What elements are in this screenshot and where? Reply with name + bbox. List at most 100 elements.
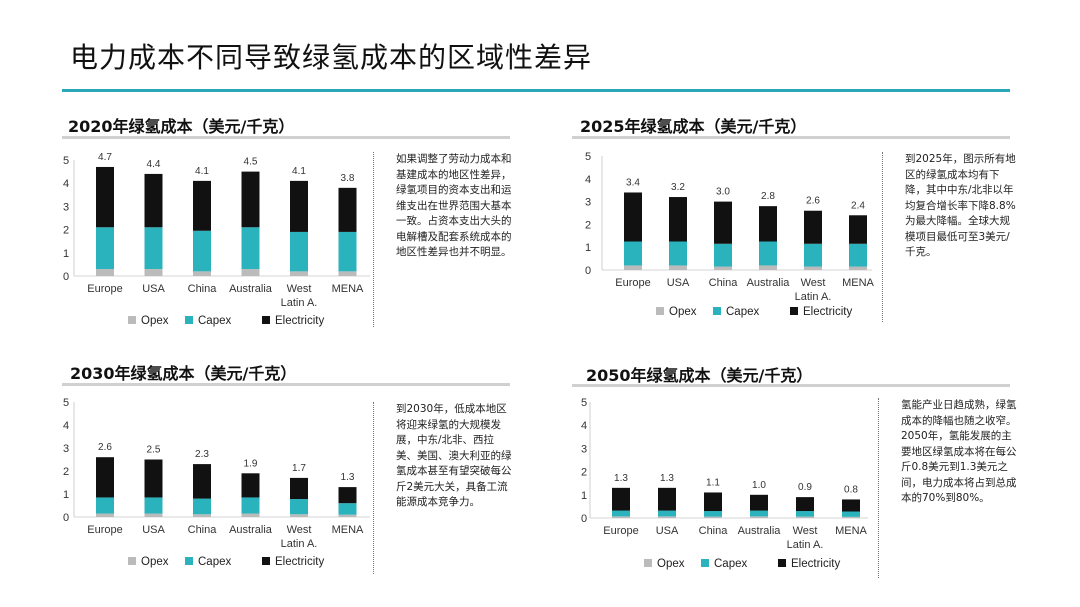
legend-label-opex: Opex — [141, 556, 169, 568]
y-tick-label: 2 — [585, 219, 591, 231]
bar-segment-capex — [750, 510, 768, 517]
y-tick-label: 2 — [581, 467, 587, 479]
x-tick-label: Latin A. — [281, 538, 318, 550]
panel-divider — [572, 384, 1010, 387]
bar-segment-opex — [96, 269, 114, 276]
legend-swatch-capex — [713, 307, 721, 315]
legend-swatch-opex — [128, 557, 136, 565]
stacked-bar-chart: 0 1 2 3 4 5 1.3 Europe 1.3 USA 1.1 China 1.0 Australi… — [581, 397, 868, 570]
bar-segment-capex — [290, 231, 308, 272]
data-label: 4.1 — [292, 166, 306, 177]
bar-segment-electricity — [842, 499, 860, 512]
bar-segment-opex — [669, 265, 687, 270]
data-label: 2.3 — [195, 449, 209, 460]
legend-swatch-capex — [701, 559, 709, 567]
x-tick-label: China — [188, 524, 218, 536]
bar-segment-opex — [796, 516, 814, 518]
bar-segment-capex — [704, 511, 722, 517]
x-tick-label: Australia — [229, 283, 273, 295]
bar-segment-capex — [338, 231, 357, 272]
bar-segment-electricity — [759, 206, 777, 242]
legend-label-capex: Capex — [726, 306, 759, 318]
bar-segment-opex — [290, 514, 308, 517]
bar-segment-capex — [144, 227, 163, 270]
bar-segment-capex — [290, 499, 308, 515]
bar-segment-electricity — [144, 459, 163, 498]
y-tick-label: 5 — [585, 151, 591, 163]
bar-segment-capex — [624, 241, 642, 266]
data-label: 2.6 — [806, 196, 820, 207]
y-tick-label: 1 — [581, 490, 587, 502]
legend-label-electricity: Electricity — [275, 556, 324, 568]
data-label: 1.1 — [706, 477, 720, 488]
y-tick-label: 3 — [581, 443, 587, 455]
bar-segment-capex — [612, 510, 630, 517]
bar-segment-opex — [658, 516, 676, 518]
x-tick-label: Australia — [229, 524, 273, 536]
bar-segment-electricity — [338, 187, 357, 232]
data-label: 4.4 — [147, 159, 161, 170]
bar-segment-opex — [704, 516, 722, 518]
bar-segment-capex — [96, 227, 114, 270]
data-label: 1.7 — [292, 463, 306, 474]
bar-segment-electricity — [290, 477, 308, 500]
data-label: 3.8 — [341, 173, 355, 184]
x-tick-label: Latin A. — [795, 291, 832, 303]
panel-divider — [572, 136, 1010, 139]
stacked-bar-chart: 0 1 2 3 4 5 4.7 Europe 4.4 USA 4.1 China 4.5 Australi… — [63, 152, 370, 327]
data-label: 4.7 — [98, 152, 112, 163]
bar-segment-opex — [612, 516, 630, 518]
bar-segment-electricity — [241, 171, 260, 228]
bar-segment-opex — [193, 271, 211, 276]
y-tick-label: 3 — [63, 201, 69, 213]
legend-swatch-capex — [185, 557, 193, 565]
x-tick-label: Europe — [87, 283, 122, 295]
y-tick-label: 5 — [63, 155, 69, 167]
bar-segment-opex — [96, 513, 114, 517]
bar-segment-electricity — [849, 215, 867, 244]
data-label: 2.5 — [147, 445, 161, 456]
bar-segment-capex — [193, 498, 211, 515]
legend-label-capex: Capex — [198, 315, 231, 327]
x-tick-label: China — [699, 525, 729, 537]
x-tick-label: Europe — [603, 525, 638, 537]
x-tick-label: Latin A. — [787, 539, 824, 551]
x-tick-label: MENA — [332, 283, 364, 295]
x-tick-label: China — [709, 277, 739, 289]
data-label: 1.9 — [244, 458, 258, 469]
legend-label-electricity: Electricity — [803, 306, 852, 318]
chart-note: 氢能产业日趋成熟，绿氢成本的降幅也随之收窄。2050年，氢能发展的主要地区绿氢成… — [878, 398, 1018, 578]
bar-segment-opex — [338, 271, 357, 276]
x-tick-label: MENA — [842, 277, 874, 289]
y-tick-label: 5 — [63, 397, 69, 409]
bar-segment-electricity — [96, 166, 114, 228]
x-tick-label: USA — [142, 283, 165, 295]
legend-label-electricity: Electricity — [275, 315, 324, 327]
y-tick-label: 4 — [585, 174, 591, 186]
bar-segment-electricity — [750, 494, 768, 511]
legend-swatch-electricity — [262, 557, 270, 565]
bar-segment-opex — [338, 514, 357, 517]
bar-segment-capex — [759, 241, 777, 266]
chart-note: 如果调整了劳动力成本和基建成本的地区性差异，绿氢项目的资本支出和运维支出在世界范… — [373, 152, 513, 327]
x-tick-label: Europe — [615, 277, 650, 289]
bar-segment-opex — [144, 269, 163, 276]
x-tick-label: Europe — [87, 524, 122, 536]
legend-label-capex: Capex — [198, 556, 231, 568]
bar-segment-capex — [144, 497, 163, 514]
bar-segment-opex — [849, 266, 867, 270]
x-tick-label: USA — [142, 524, 165, 536]
stacked-bar-chart: 0 1 2 3 4 5 3.4 Europe 3.2 USA 3.0 China 2.8 Australi… — [585, 151, 875, 318]
bar-segment-capex — [714, 243, 732, 267]
bar-segment-capex — [796, 511, 814, 517]
y-tick-label: 0 — [585, 265, 591, 277]
legend-swatch-capex — [185, 316, 193, 324]
y-tick-label: 4 — [581, 420, 587, 432]
y-tick-label: 3 — [63, 443, 69, 455]
bar-segment-electricity — [714, 201, 732, 244]
bar-segment-opex — [144, 513, 163, 517]
chart-title: 2020年绿氢成本（美元/千克） — [68, 117, 295, 136]
title-divider — [62, 89, 1010, 92]
legend-swatch-electricity — [778, 559, 786, 567]
bar-segment-opex — [290, 271, 308, 276]
